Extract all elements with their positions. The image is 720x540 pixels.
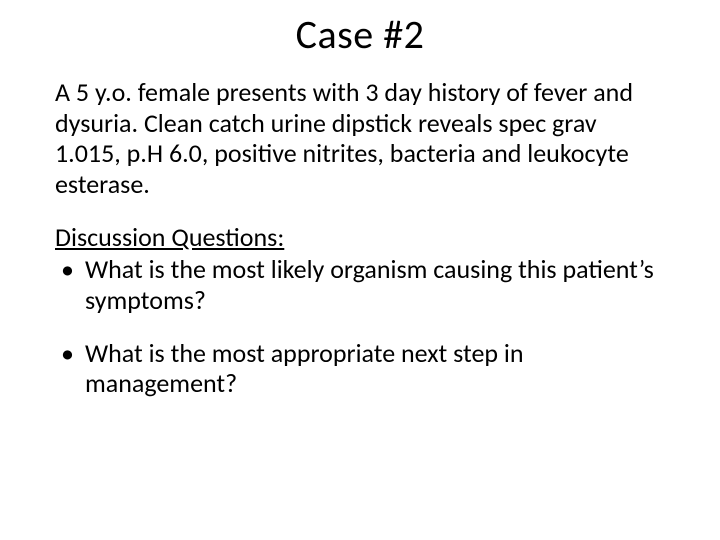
question-text: What is the most appropriate next step i… xyxy=(85,337,524,400)
case-description: A 5 y.o. female presents with 3 day hist… xyxy=(55,77,665,200)
slide-title: Case #2 xyxy=(55,10,665,59)
slide-content: Case #2 A 5 y.o. female presents with 3 … xyxy=(0,0,720,540)
discussion-questions-list: What is the most likely organism causing… xyxy=(55,254,665,399)
list-item: What is the most appropriate next step i… xyxy=(55,338,665,399)
discussion-questions-heading: Discussion Questions: xyxy=(55,222,665,253)
list-item: What is the most likely organism causing… xyxy=(55,254,665,315)
question-text: What is the most likely organism causing… xyxy=(85,253,654,316)
